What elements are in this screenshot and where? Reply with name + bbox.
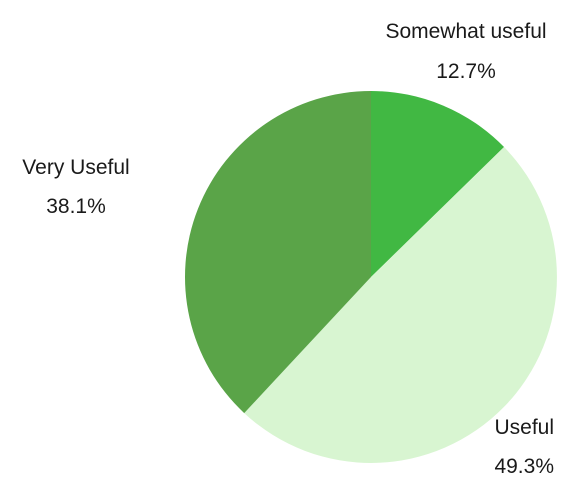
label-very-useful: Very Useful [22, 156, 129, 179]
label-useful: Useful [494, 416, 554, 439]
percent-somewhat-useful: 12.7% [436, 60, 496, 83]
label-somewhat-useful: Somewhat useful [385, 20, 546, 43]
percent-very-useful: 38.1% [46, 195, 106, 218]
percent-useful: 49.3% [494, 455, 554, 478]
pie-slices [184, 91, 557, 463]
pie-slice-useful [244, 147, 557, 463]
pie-slice-very-useful [184, 91, 371, 414]
pie-slice-somewhat-useful [371, 91, 505, 277]
